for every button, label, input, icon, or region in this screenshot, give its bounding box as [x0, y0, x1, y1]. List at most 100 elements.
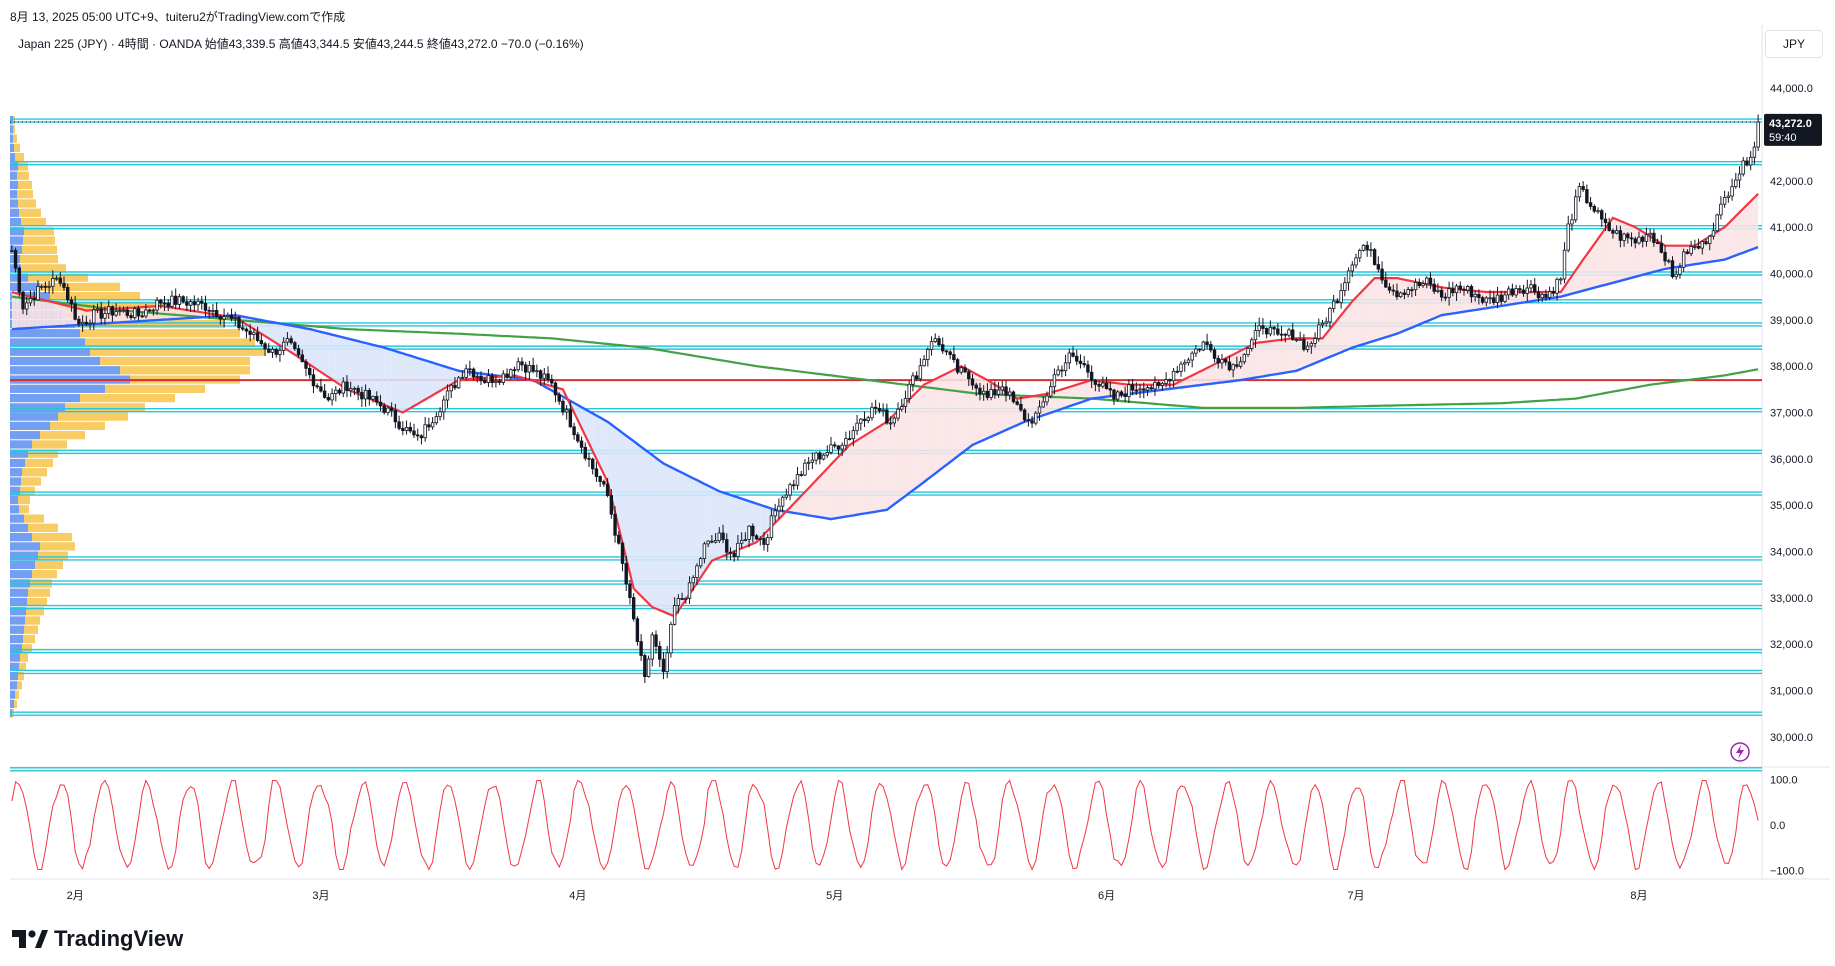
candle[interactable] [1343, 277, 1347, 297]
candle[interactable] [885, 403, 889, 425]
candle[interactable] [1201, 340, 1206, 352]
candle[interactable] [929, 336, 934, 356]
candle[interactable] [706, 540, 710, 548]
candle[interactable] [1186, 357, 1191, 366]
candle[interactable] [888, 416, 893, 430]
candle[interactable] [564, 405, 569, 420]
candle[interactable] [311, 368, 316, 394]
candle[interactable] [907, 380, 911, 404]
candle[interactable] [631, 593, 636, 622]
candle[interactable] [1112, 388, 1116, 405]
candle[interactable] [613, 506, 617, 543]
candle[interactable] [1153, 376, 1157, 396]
candle[interactable] [1067, 348, 1072, 370]
candle[interactable] [1648, 228, 1652, 242]
candle[interactable] [713, 533, 718, 544]
candle[interactable] [356, 385, 360, 401]
candle[interactable] [810, 452, 815, 470]
candle[interactable] [1149, 384, 1153, 391]
candle[interactable] [319, 378, 323, 393]
candle[interactable] [553, 381, 558, 403]
candle[interactable] [192, 295, 197, 313]
candle[interactable] [1670, 256, 1675, 279]
candle[interactable] [1335, 298, 1340, 304]
candle[interactable] [1514, 284, 1518, 298]
candle[interactable] [698, 557, 703, 569]
candle[interactable] [162, 295, 167, 312]
candle[interactable] [1700, 240, 1704, 255]
candle[interactable] [1008, 387, 1012, 400]
candle[interactable] [557, 392, 561, 405]
candle[interactable] [650, 632, 654, 667]
candle[interactable] [993, 381, 997, 399]
candle[interactable] [226, 312, 230, 318]
candle[interactable] [423, 416, 427, 442]
candle[interactable] [1078, 354, 1083, 369]
candle[interactable] [456, 375, 461, 389]
candle[interactable] [267, 343, 271, 354]
candle[interactable] [721, 524, 725, 544]
candle[interactable] [1216, 355, 1220, 369]
candle[interactable] [427, 417, 431, 431]
candle[interactable] [207, 306, 211, 319]
candle[interactable] [527, 360, 532, 381]
candle[interactable] [881, 403, 885, 417]
candle[interactable] [36, 280, 40, 301]
candle[interactable] [497, 378, 502, 386]
candle[interactable] [106, 300, 111, 319]
candle[interactable] [1183, 359, 1187, 372]
candle[interactable] [293, 340, 297, 351]
candle[interactable] [1372, 248, 1377, 266]
candle[interactable] [289, 335, 293, 345]
candle[interactable] [133, 306, 137, 320]
candle[interactable] [1384, 272, 1388, 289]
candle[interactable] [1425, 276, 1429, 289]
candle[interactable] [944, 349, 949, 356]
candle[interactable] [948, 349, 952, 360]
candle[interactable] [877, 402, 882, 414]
candle[interactable] [1019, 396, 1023, 412]
candle[interactable] [1462, 285, 1466, 296]
candle[interactable] [222, 308, 226, 328]
candle[interactable] [710, 535, 714, 544]
candle[interactable] [1160, 381, 1165, 391]
candle[interactable] [937, 335, 941, 347]
candle[interactable] [836, 444, 841, 455]
candle[interactable] [233, 311, 237, 327]
candle[interactable] [173, 288, 178, 310]
candle[interactable] [1358, 248, 1362, 263]
sma-fast-line[interactable] [11, 193, 1759, 618]
candle[interactable] [460, 370, 465, 379]
candle[interactable] [1313, 332, 1317, 348]
candle[interactable] [1503, 290, 1507, 304]
candle[interactable] [84, 315, 89, 327]
candle[interactable] [829, 436, 833, 455]
candle[interactable] [523, 361, 528, 381]
candle[interactable] [959, 365, 964, 375]
candle[interactable] [1722, 190, 1727, 208]
candle[interactable] [270, 346, 275, 358]
candle[interactable] [1622, 232, 1626, 247]
candle[interactable] [1663, 245, 1667, 266]
candle[interactable] [598, 475, 602, 487]
candle[interactable] [1179, 361, 1183, 377]
candle[interactable] [892, 416, 897, 427]
candle[interactable] [780, 495, 785, 513]
candle[interactable] [449, 384, 453, 399]
candle[interactable] [717, 527, 722, 544]
candle[interactable] [1618, 225, 1623, 248]
last-price-tag[interactable]: 43,272.0 59:40 [1764, 113, 1822, 146]
candle[interactable] [702, 541, 707, 564]
candle[interactable] [110, 305, 115, 322]
candle[interactable] [10, 244, 14, 253]
candle[interactable] [386, 406, 390, 416]
candle[interactable] [1194, 344, 1198, 357]
candle[interactable] [300, 349, 304, 363]
candle[interactable] [278, 346, 282, 362]
candle[interactable] [866, 415, 870, 424]
candle[interactable] [404, 420, 409, 435]
candle[interactable] [155, 296, 159, 315]
candle[interactable] [587, 452, 591, 468]
candle[interactable] [1298, 331, 1302, 341]
candle[interactable] [103, 306, 107, 325]
